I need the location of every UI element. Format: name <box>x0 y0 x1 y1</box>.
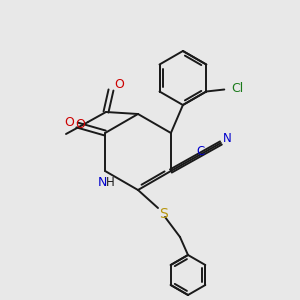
Text: H: H <box>106 176 115 188</box>
Text: O: O <box>114 79 124 92</box>
Text: Cl: Cl <box>231 82 243 95</box>
Text: O: O <box>64 116 74 130</box>
Text: S: S <box>159 207 167 221</box>
Text: C: C <box>197 145 205 158</box>
Text: N: N <box>98 176 107 188</box>
Text: O: O <box>75 118 85 131</box>
Text: N: N <box>223 131 231 145</box>
